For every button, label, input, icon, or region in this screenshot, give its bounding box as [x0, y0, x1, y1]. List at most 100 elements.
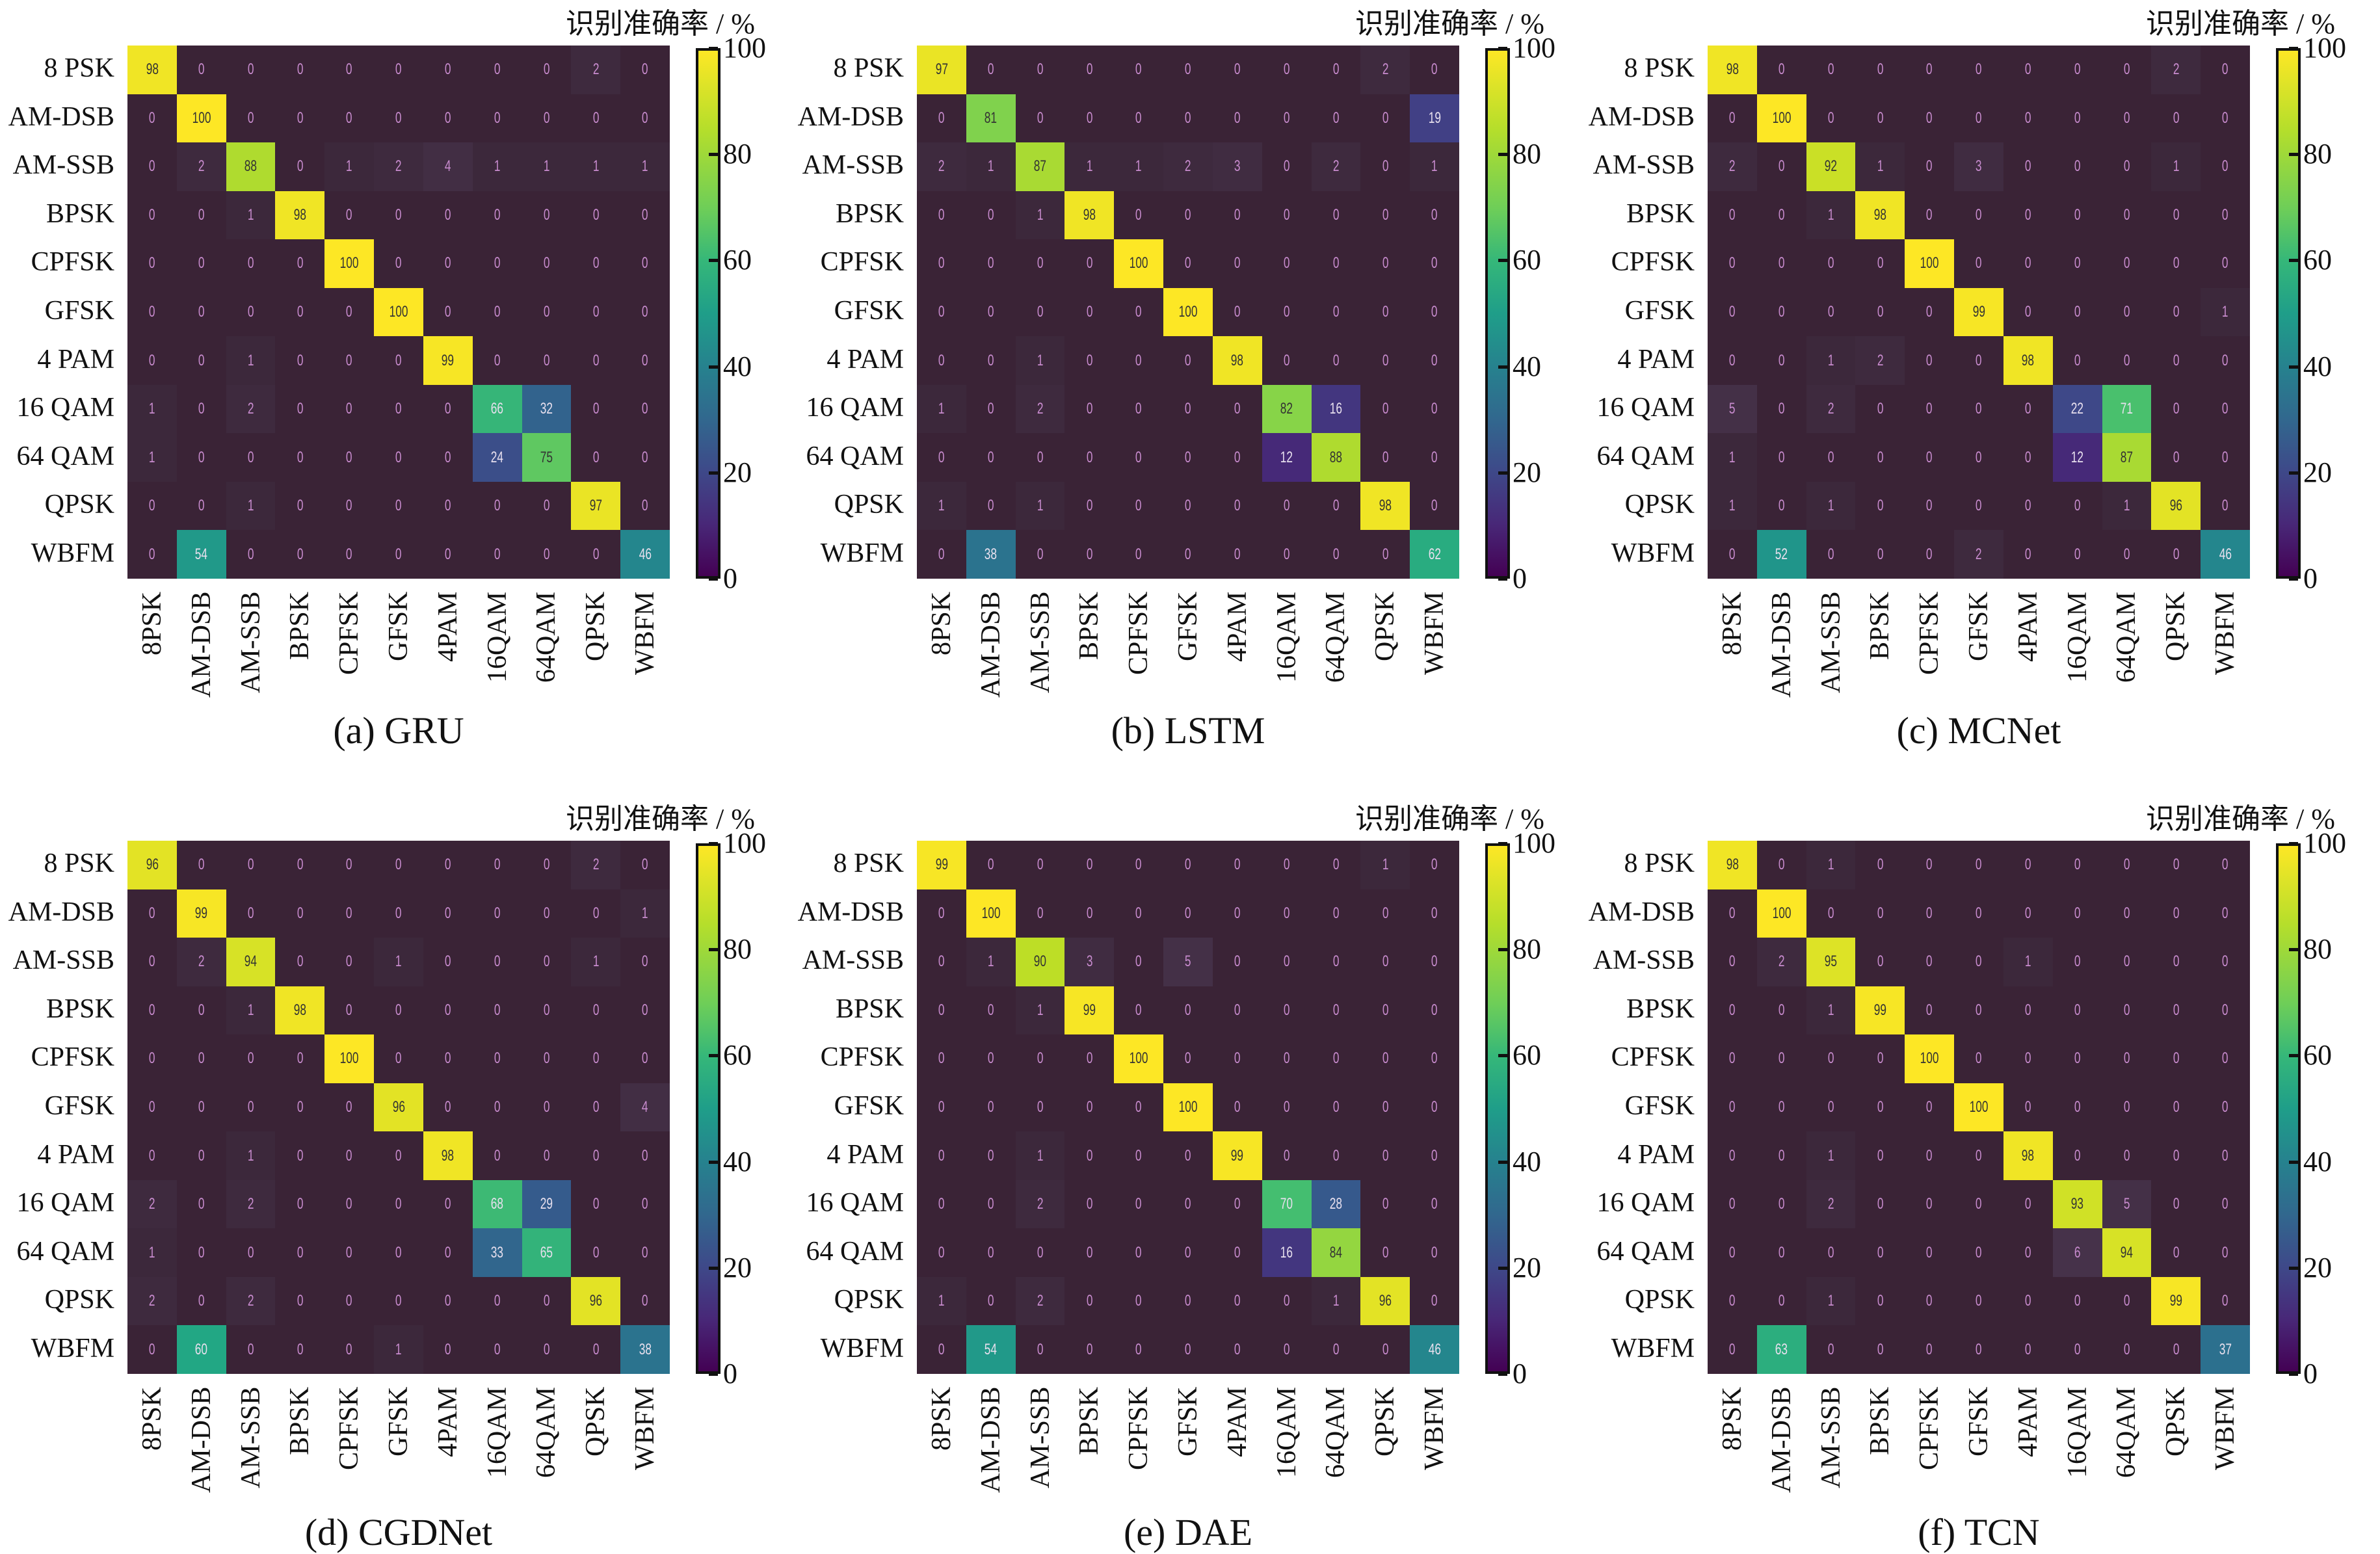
- heatmap-cell: 88: [1311, 433, 1361, 482]
- cell-value-label: 0: [2024, 205, 2031, 224]
- heatmap-cell: 0: [1311, 530, 1361, 579]
- cell-value-label: 0: [1877, 109, 1884, 127]
- heatmap-cell: 0: [2102, 336, 2152, 385]
- heatmap-cell: 0: [176, 481, 226, 531]
- cell-value-label: 0: [494, 1098, 501, 1116]
- cell-value-label: 0: [938, 1049, 945, 1068]
- cell-value-label: 0: [247, 109, 254, 127]
- heatmap-cell: 19: [1410, 94, 1459, 143]
- cell-value-label: 0: [1877, 1243, 1884, 1261]
- cell-value-label: 0: [297, 351, 304, 369]
- heatmap-cell: 12: [1262, 433, 1312, 482]
- cell-value-label: 0: [1086, 1292, 1093, 1310]
- cell-value-label: 0: [987, 205, 994, 224]
- cell-value-label: 0: [2173, 904, 2180, 922]
- cell-value-label: 2: [198, 953, 205, 971]
- cell-value-label: 0: [2173, 109, 2180, 127]
- cell-value-label: 0: [1135, 1340, 1142, 1358]
- cell-value-label: 87: [2120, 448, 2134, 466]
- heatmap-cell: 0: [1212, 1179, 1262, 1229]
- cell-value-label: 0: [494, 254, 501, 272]
- cell-value-label: 94: [244, 953, 258, 971]
- cell-value-label: 0: [1729, 1340, 1736, 1358]
- heatmap-cell: 0: [2052, 841, 2102, 889]
- cell-value-label: 0: [444, 1001, 451, 1019]
- heatmap-cell: 0: [423, 841, 473, 889]
- column-tick-label: GFSK: [1173, 1387, 1203, 1457]
- cell-value-label: 0: [444, 254, 451, 272]
- cell-value-label: 0: [444, 1049, 451, 1068]
- heatmap-cell: 0: [966, 1131, 1016, 1180]
- heatmap-cell: 0: [2102, 1131, 2152, 1180]
- cell-value-label: 0: [198, 205, 205, 224]
- cell-value-label: 98: [1873, 205, 1886, 224]
- heatmap-cell: 68: [472, 1179, 522, 1229]
- cell-value-label: 0: [1185, 60, 1191, 79]
- heatmap-cell: 0: [472, 889, 522, 938]
- cell-value-label: 0: [1729, 1001, 1736, 1019]
- heatmap-cell: 100: [324, 1034, 375, 1083]
- cell-value-label: 0: [1086, 1243, 1093, 1261]
- heatmap-cell: 0: [1311, 336, 1361, 385]
- row-tick-label: 64 QAM: [16, 1236, 114, 1267]
- heatmap-cell: 0: [1311, 287, 1361, 337]
- heatmap-cell: 0: [2003, 1325, 2053, 1374]
- heatmap-cell: 0: [1262, 94, 1312, 143]
- cell-value-label: 2: [247, 1195, 254, 1213]
- heatmap-cell: 0: [324, 433, 375, 482]
- colorbar-tick: [1498, 259, 1507, 263]
- cell-value-label: 0: [592, 205, 600, 224]
- colorbar-tick-label: 80: [1513, 933, 1541, 966]
- cell-value-label: 38: [985, 545, 998, 563]
- cell-value-label: 0: [346, 1146, 352, 1165]
- heatmap-cell: 0: [1855, 1131, 1905, 1180]
- cell-value-label: 95: [1824, 953, 1838, 971]
- row-tick-label: BPSK: [46, 198, 114, 229]
- heatmap-cell: 0: [1954, 191, 2003, 240]
- cell-value-label: 2: [247, 1292, 254, 1310]
- column-tick-label: 16QAM: [1271, 592, 1302, 683]
- colorbar-tick: [709, 1054, 718, 1058]
- cell-value-label: 0: [1431, 1292, 1438, 1310]
- heatmap-cell: 0: [1756, 1228, 1806, 1277]
- cell-value-label: 0: [543, 1098, 550, 1116]
- cell-value-label: 0: [642, 1195, 648, 1213]
- cell-value-label: 0: [2074, 205, 2081, 224]
- cell-value-label: 0: [444, 400, 451, 418]
- heatmap-cell: 100: [1905, 239, 1955, 288]
- cell-value-label: 0: [1234, 60, 1241, 79]
- cell-value-label: 0: [297, 953, 304, 971]
- cell-value-label: 0: [198, 60, 205, 79]
- colorbar-tick: [2289, 842, 2298, 845]
- heatmap-cell: 0: [374, 1034, 423, 1083]
- cell-value-label: 0: [395, 448, 402, 466]
- heatmap-cell: 0: [1212, 239, 1262, 288]
- heatmap-cell: 0: [423, 1083, 473, 1132]
- cell-value-label: 0: [987, 302, 994, 321]
- heatmap-cell: 0: [966, 986, 1016, 1035]
- heatmap-cell: 2: [1015, 384, 1065, 434]
- heatmap-cell: 0: [275, 384, 325, 434]
- cell-value-label: 0: [987, 351, 994, 369]
- heatmap-cell: 0: [423, 1034, 473, 1083]
- cell-value-label: 0: [938, 904, 945, 922]
- panel-caption: (e) DAE: [1123, 1511, 1253, 1553]
- heatmap-cell: 0: [127, 481, 177, 531]
- cell-value-label: 0: [297, 254, 304, 272]
- column-tick-label: 4PAM: [432, 592, 463, 663]
- heatmap-cell: 0: [620, 938, 670, 986]
- heatmap-cell: 0: [2151, 530, 2201, 579]
- heatmap-cell: 0: [1163, 433, 1213, 482]
- heatmap-cell: 0: [374, 46, 423, 94]
- heatmap-cell: 0: [1311, 191, 1361, 240]
- heatmap-cell: 0: [472, 530, 522, 579]
- heatmap-cell: 0: [1311, 889, 1361, 938]
- heatmap-cell: 0: [1212, 1034, 1262, 1083]
- cell-value-label: 98: [1726, 856, 1739, 874]
- heatmap-cell: 0: [1855, 889, 1905, 938]
- cell-value-label: 0: [198, 1098, 205, 1116]
- heatmap-cell: 71: [2102, 384, 2152, 434]
- heatmap-cell: 2: [1015, 1179, 1065, 1229]
- cell-value-label: 0: [1976, 205, 1982, 224]
- row-tick-label: 16 QAM: [16, 393, 114, 423]
